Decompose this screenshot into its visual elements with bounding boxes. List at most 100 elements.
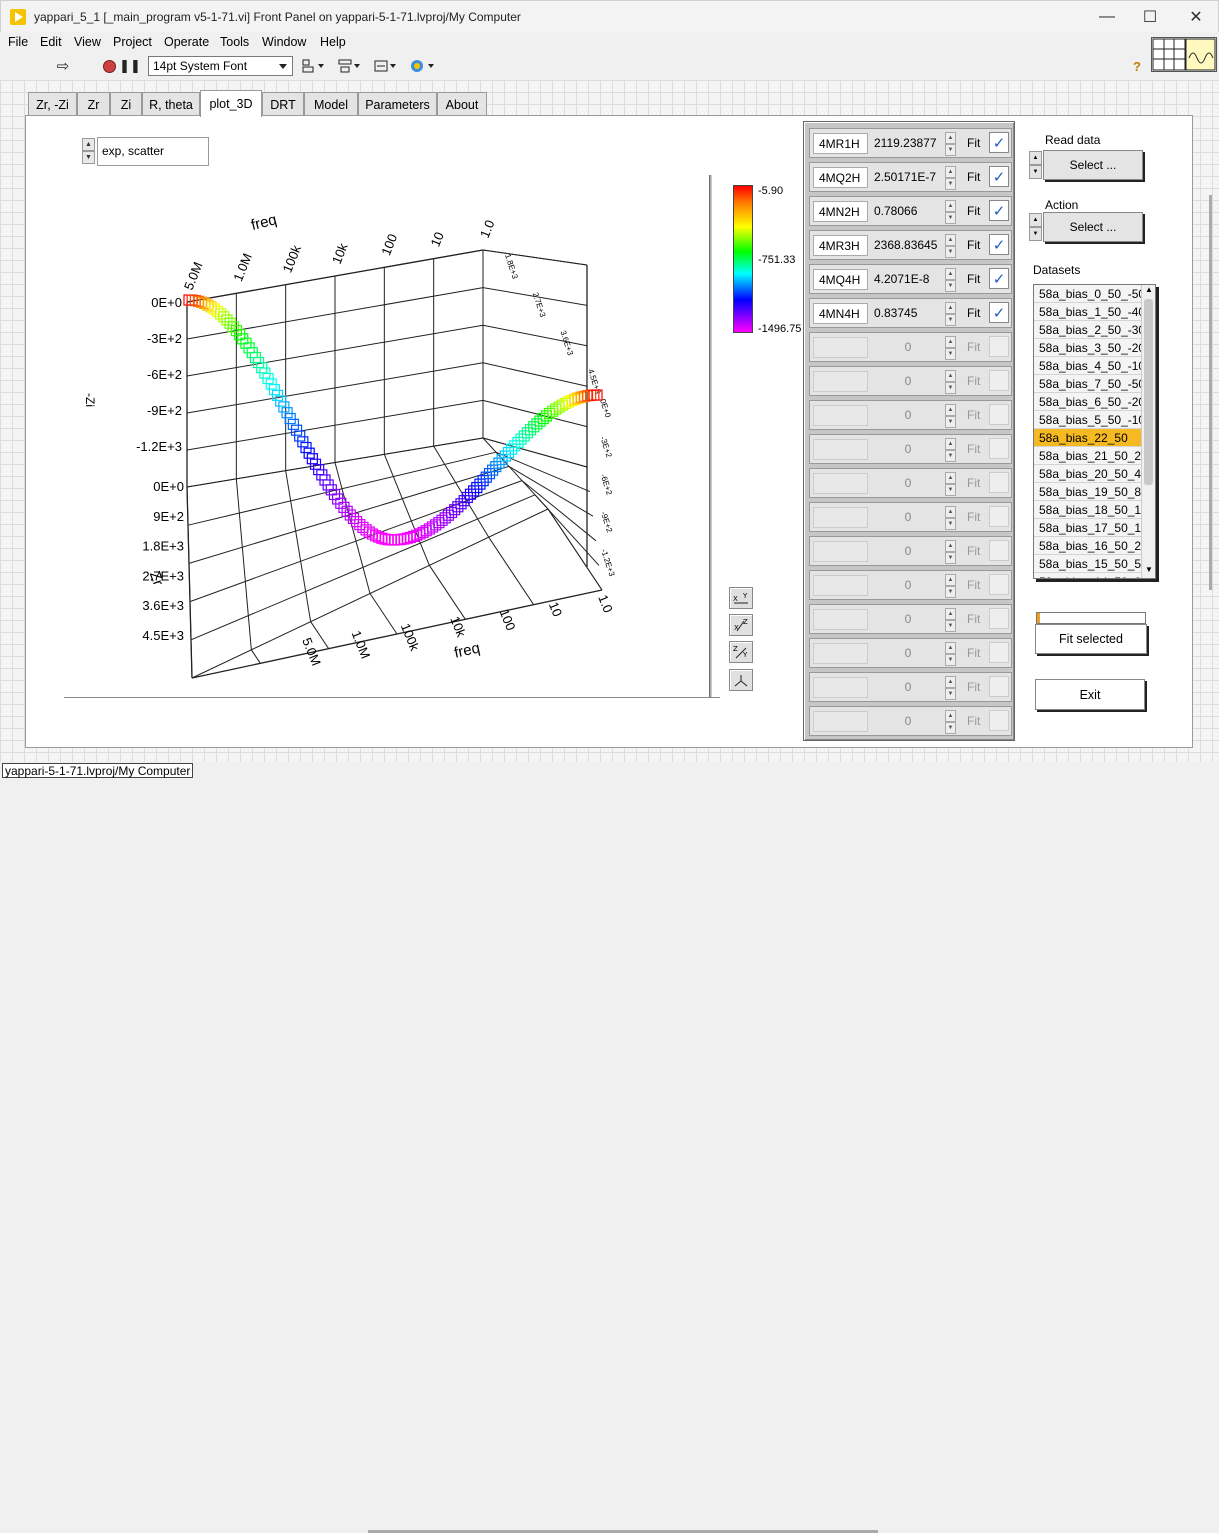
plot-type-value[interactable]: exp, scatter bbox=[97, 137, 209, 166]
fit-checkbox[interactable] bbox=[989, 608, 1009, 629]
parameter-spinner[interactable]: ▲ ▼ bbox=[945, 234, 956, 258]
dataset-list-item[interactable]: 58a_bias_4_50_-100 bbox=[1034, 357, 1142, 375]
fit-checkbox[interactable] bbox=[989, 404, 1009, 425]
parameter-value[interactable]: 2.50171E-7 bbox=[874, 170, 937, 184]
tab-r-theta[interactable]: R, theta bbox=[142, 92, 200, 116]
fit-checkbox[interactable] bbox=[989, 676, 1009, 697]
fit-checkbox[interactable] bbox=[989, 336, 1009, 357]
parameter-value[interactable]: 0.78066 bbox=[874, 204, 918, 218]
read-data-ring[interactable]: ▲ ▼ Select ... bbox=[1029, 150, 1145, 180]
increment-icon[interactable]: ▲ bbox=[945, 608, 956, 620]
menu-window[interactable]: Window bbox=[262, 35, 307, 49]
decrement-icon[interactable]: ▼ bbox=[945, 212, 956, 224]
decrement-icon[interactable]: ▼ bbox=[945, 450, 956, 462]
increment-icon[interactable]: ▲ bbox=[82, 138, 95, 151]
increment-icon[interactable]: ▲ bbox=[945, 710, 956, 722]
panel-vertical-scroll[interactable] bbox=[1209, 195, 1212, 590]
dataset-list-item[interactable]: 58a_bias_19_50_80 bbox=[1034, 483, 1142, 501]
action-arrows[interactable]: ▲ ▼ bbox=[1029, 213, 1042, 241]
parameter-name[interactable]: 4MQ2H bbox=[813, 167, 868, 188]
menu-tools[interactable]: Tools bbox=[220, 35, 250, 49]
parameter-spinner[interactable]: ▲ ▼ bbox=[945, 302, 956, 326]
fit-checkbox[interactable]: ✓ bbox=[989, 200, 1009, 221]
decrement-icon[interactable]: ▼ bbox=[945, 246, 956, 258]
tab-plot-3d[interactable]: plot_3D bbox=[200, 90, 262, 117]
fit-checkbox[interactable] bbox=[989, 710, 1009, 731]
read-data-select-button[interactable]: Select ... bbox=[1043, 150, 1143, 180]
decrement-icon[interactable]: ▼ bbox=[945, 280, 956, 292]
font-selector[interactable]: 14pt System Font bbox=[148, 56, 293, 76]
action-select-button[interactable]: Select ... bbox=[1043, 212, 1143, 242]
dataset-list-item[interactable]: 58a_bias_2_50_-300 bbox=[1034, 321, 1142, 339]
dataset-list-item[interactable]: 58a_bias_21_50_20 bbox=[1034, 447, 1142, 465]
parameter-value[interactable]: 0 bbox=[904, 714, 912, 728]
parameter-spinner[interactable]: ▲ ▼ bbox=[945, 336, 956, 360]
parameter-spinner[interactable]: ▲ ▼ bbox=[945, 506, 956, 530]
parameter-spinner[interactable]: ▲ ▼ bbox=[945, 676, 956, 700]
decrement-icon[interactable]: ▼ bbox=[945, 722, 956, 734]
parameter-name[interactable] bbox=[813, 643, 868, 664]
decrement-icon[interactable]: ▼ bbox=[945, 586, 956, 598]
parameter-name[interactable] bbox=[813, 439, 868, 460]
ring-arrows[interactable]: ▲ ▼ bbox=[82, 138, 95, 164]
parameter-name[interactable]: 4MR3H bbox=[813, 235, 868, 256]
decrement-icon[interactable]: ▼ bbox=[945, 518, 956, 530]
fit-checkbox[interactable]: ✓ bbox=[989, 132, 1009, 153]
run-arrow-icon[interactable]: ⇨ bbox=[56, 58, 70, 75]
increment-icon[interactable]: ▲ bbox=[945, 268, 956, 280]
exit-button[interactable]: Exit bbox=[1035, 679, 1145, 710]
decrement-icon[interactable]: ▼ bbox=[945, 620, 956, 632]
dataset-list-item[interactable]: 58a_bias_20_50_40 bbox=[1034, 465, 1142, 483]
parameter-name[interactable] bbox=[813, 711, 868, 732]
parameter-name[interactable]: 4MR1H bbox=[813, 133, 868, 154]
increment-icon[interactable]: ▲ bbox=[1029, 151, 1042, 165]
decrement-icon[interactable]: ▼ bbox=[945, 348, 956, 360]
increment-icon[interactable]: ▲ bbox=[945, 506, 956, 518]
fit-checkbox[interactable] bbox=[989, 472, 1009, 493]
dataset-list-item[interactable]: 58a_bias_1_50_-400 bbox=[1034, 303, 1142, 321]
dataset-list-item[interactable]: 58a_bias_6_50_-200 bbox=[1034, 393, 1142, 411]
fit-checkbox[interactable] bbox=[989, 438, 1009, 459]
parameter-value[interactable]: 0 bbox=[904, 612, 912, 626]
fit-checkbox[interactable] bbox=[989, 574, 1009, 595]
maximize-button[interactable]: ☐ bbox=[1142, 9, 1158, 26]
parameter-name[interactable]: 4MQ4H bbox=[813, 269, 868, 290]
dataset-list-item[interactable]: 58a_bias_14_50_600 bbox=[1034, 573, 1142, 578]
parameter-value[interactable]: 0.83745 bbox=[874, 306, 918, 320]
increment-icon[interactable]: ▲ bbox=[1029, 213, 1042, 227]
splitter-bar[interactable] bbox=[709, 175, 712, 697]
increment-icon[interactable]: ▲ bbox=[945, 166, 956, 178]
menu-project[interactable]: Project bbox=[113, 35, 152, 49]
dataset-list-item[interactable]: 58a_bias_7_50_-500 bbox=[1034, 375, 1142, 393]
decrement-icon[interactable]: ▼ bbox=[945, 144, 956, 156]
fit-checkbox[interactable]: ✓ bbox=[989, 166, 1009, 187]
resize-objects-icon[interactable] bbox=[372, 57, 398, 75]
parameter-name[interactable] bbox=[813, 337, 868, 358]
decrement-icon[interactable]: ▼ bbox=[82, 151, 95, 164]
increment-icon[interactable]: ▲ bbox=[945, 200, 956, 212]
increment-icon[interactable]: ▲ bbox=[945, 574, 956, 586]
parameter-value[interactable]: 0 bbox=[904, 544, 912, 558]
plot-3d-canvas[interactable]: 5.0M 1.0M 100k 10k 100 10 1.0 freq 0E+0 -3E+2 -6E+… bbox=[80, 195, 705, 680]
tab-zr-zi[interactable]: Zr, -Zi bbox=[28, 92, 77, 116]
parameter-name[interactable] bbox=[813, 677, 868, 698]
reorder-icon[interactable] bbox=[408, 57, 436, 75]
plot-type-ring[interactable]: ▲ ▼ exp, scatter bbox=[82, 137, 209, 166]
parameter-spinner[interactable]: ▲ ▼ bbox=[945, 200, 956, 224]
parameter-value[interactable]: 0 bbox=[904, 510, 912, 524]
distribute-objects-icon[interactable] bbox=[336, 57, 362, 75]
parameter-spinner[interactable]: ▲ ▼ bbox=[945, 574, 956, 598]
parameter-value[interactable]: 2119.23877 bbox=[874, 136, 937, 150]
decrement-icon[interactable]: ▼ bbox=[945, 416, 956, 428]
decrement-icon[interactable]: ▼ bbox=[945, 382, 956, 394]
minimize-button[interactable]: — bbox=[1099, 8, 1115, 25]
menu-view[interactable]: View bbox=[74, 35, 101, 49]
dataset-list-item[interactable]: 58a_bias_22_50 bbox=[1034, 429, 1142, 447]
parameter-value[interactable]: 0 bbox=[904, 374, 912, 388]
abort-icon[interactable] bbox=[101, 57, 117, 75]
tab-drt[interactable]: DRT bbox=[262, 92, 304, 116]
parameter-value[interactable]: 0 bbox=[904, 646, 912, 660]
fit-selected-button[interactable]: Fit selected bbox=[1035, 624, 1147, 654]
